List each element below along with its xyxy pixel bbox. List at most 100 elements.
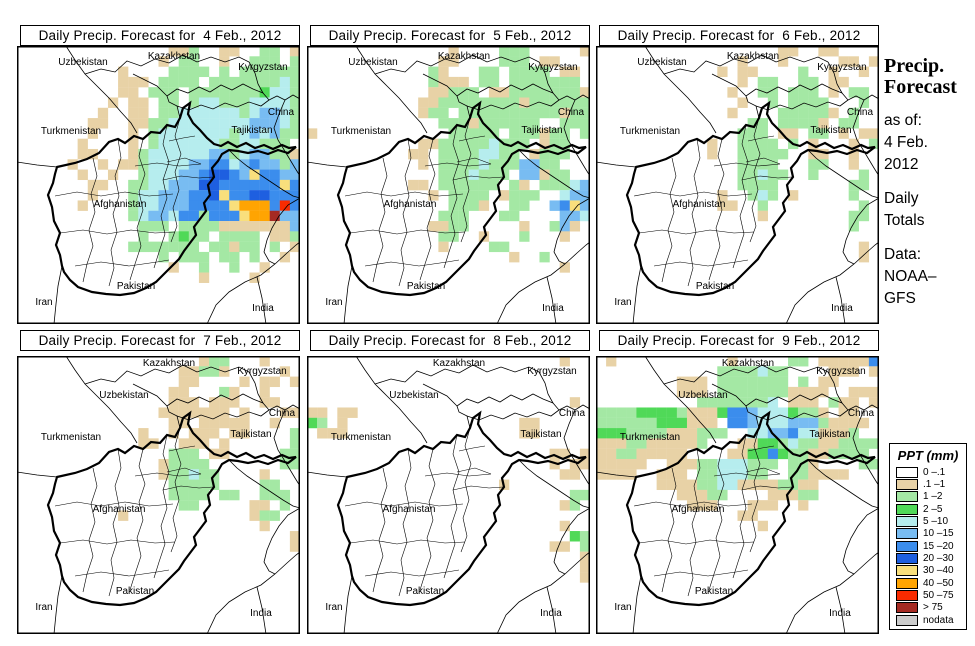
precip-cells (707, 46, 879, 263)
country-labels: Uzbekistan Kazakhstan Kyrgyzstan China Turkm… (614, 51, 873, 314)
panel-title-3: Daily Precip. Forecast for 6 Feb., 2012 (599, 25, 879, 46)
country-labels: Uzbekistan Kazakhstan Kyrgyzstan China Turkm… (325, 358, 585, 619)
country-label-iran: Iran (35, 297, 52, 308)
legend-label: .1 –1 (923, 479, 946, 491)
country-label-pakistan: Pakistan (407, 281, 445, 292)
data-source-line2: GFS (884, 290, 916, 307)
country-label-kazakhstan: Kazakhstan (438, 51, 490, 62)
country-label-china: China (559, 408, 586, 419)
legend-entry: 20 –30 (890, 552, 966, 565)
country-label-turkmenistan: Turkmenistan (331, 126, 391, 137)
map-border (307, 356, 590, 634)
panel-title-2: Daily Precip. Forecast for 5 Feb., 2012 (310, 25, 590, 46)
legend-label: 20 –30 (923, 553, 954, 565)
map-border (596, 46, 879, 324)
country-label-pakistan: Pakistan (696, 281, 734, 292)
country-label-uzbekistan: Uzbekistan (678, 390, 727, 401)
legend-swatch (896, 516, 918, 528)
forecast-map-1: Uzbekistan Kazakhstan Kyrgyzstan China Turkm… (17, 46, 300, 324)
country-label-china: China (268, 107, 295, 118)
data-source-label: Data: (884, 246, 922, 263)
map-border (17, 356, 300, 634)
country-label-kyrgyzstan: Kyrgyzstan (527, 366, 576, 377)
legend-label: 2 –5 (923, 503, 943, 515)
country-label-uzbekistan: Uzbekistan (99, 390, 148, 401)
legend-swatch (896, 602, 918, 614)
legend-swatch (896, 528, 918, 540)
country-label-kazakhstan: Kazakhstan (148, 51, 200, 62)
country-label-india: India (252, 303, 274, 314)
panel-title-4: Daily Precip. Forecast for 7 Feb., 2012 (20, 330, 300, 351)
spacer (884, 176, 974, 188)
legend-label: 15 –20 (923, 540, 954, 552)
panel-title-5: Daily Precip. Forecast for 8 Feb., 2012 (310, 330, 590, 351)
country-label-kyrgyzstan: Kyrgyzstan (816, 366, 865, 377)
legend-swatch (896, 614, 918, 626)
legend-rows: 0 –.1.1 –1 1 –2 2 –5 5 –10 10 –15 15 –20 20 –3… (890, 466, 966, 626)
legend-title: PPT (mm) (897, 448, 959, 463)
country-label-kazakhstan: Kazakhstan (722, 358, 774, 369)
country-label-kazakhstan: Kazakhstan (727, 51, 779, 62)
legend-entry: nodata (890, 614, 966, 626)
legend-entry: 5 –10 (890, 515, 966, 528)
country-label-china: China (848, 408, 875, 419)
map-border (17, 46, 300, 324)
country-label-iran: Iran (325, 297, 342, 308)
panel-title-6: Daily Precip. Forecast for 9 Feb., 2012 (599, 330, 879, 351)
totals-line1: Daily (884, 190, 919, 207)
legend-swatch (896, 491, 918, 503)
legend-label: 0 –.1 (923, 466, 946, 478)
country-label-afghanistan: Afghanistan (673, 199, 726, 210)
country-label-india: India (542, 303, 564, 314)
country-label-kyrgyzstan: Kyrgyzstan (528, 62, 577, 73)
forecast-map-4: Uzbekistan Kazakhstan Kyrgyzstan China Turkm… (17, 356, 300, 634)
data-source-line1: NOAA– (884, 268, 937, 285)
country-label-uzbekistan: Uzbekistan (348, 57, 397, 68)
country-label-afghanistan: Afghanistan (93, 504, 146, 515)
legend-swatch (896, 577, 918, 589)
country-label-tajikistan: Tajikistan (810, 125, 851, 136)
map-border (596, 356, 879, 634)
legend-swatch (896, 540, 918, 552)
country-label-kyrgyzstan: Kyrgyzstan (237, 366, 286, 377)
precip-cells (307, 356, 590, 583)
legend-entry: 30 –40 (890, 565, 966, 577)
forecast-map-2: Uzbekistan Kazakhstan Kyrgyzstan China Turkm… (307, 46, 590, 324)
legend-swatch (896, 503, 918, 515)
legend-swatch (896, 466, 918, 478)
country-label-turkmenistan: Turkmenistan (41, 432, 101, 443)
country-label-kyrgyzstan: Kyrgyzstan (238, 62, 287, 73)
panel-title-1: Daily Precip. Forecast for 4 Feb., 2012 (20, 25, 300, 46)
legend-entry: 1 –2 (890, 491, 966, 503)
as-of-date-line1: 4 Feb. (884, 134, 928, 151)
country-label-uzbekistan: Uzbekistan (58, 57, 107, 68)
country-label-china: China (847, 107, 874, 118)
legend-label: 50 –75 (923, 590, 954, 602)
country-labels: Uzbekistan Kazakhstan Kyrgyzstan China Turkm… (325, 51, 584, 314)
spacer (884, 98, 974, 110)
country-label-tajikistan: Tajikistan (809, 429, 850, 440)
country-label-india: India (829, 608, 851, 619)
legend-entry: 50 –75 (890, 589, 966, 602)
forecast-map-5: Uzbekistan Kazakhstan Kyrgyzstan China Turkm… (307, 356, 590, 634)
country-label-turkmenistan: Turkmenistan (620, 126, 680, 137)
country-label-kazakhstan: Kazakhstan (143, 358, 195, 369)
country-label-turkmenistan: Turkmenistan (331, 432, 391, 443)
legend-entry: 2 –5 (890, 503, 966, 515)
as-of-label: as of: (884, 112, 922, 129)
spacer (884, 232, 974, 244)
country-label-china: China (558, 107, 585, 118)
country-label-iran: Iran (614, 297, 631, 308)
country-label-pakistan: Pakistan (116, 586, 154, 597)
country-label-tajikistan: Tajikistan (521, 125, 562, 136)
country-label-tajikistan: Tajikistan (231, 125, 272, 136)
legend-label: 1 –2 (923, 491, 943, 503)
sidebar: Precip. Forecast as of: 4 Feb. 2012 Dail… (884, 56, 974, 310)
country-label-pakistan: Pakistan (117, 281, 155, 292)
forecast-map-6: Uzbekistan Kazakhstan Kyrgyzstan China Turkm… (596, 356, 879, 634)
country-label-afghanistan: Afghanistan (94, 199, 147, 210)
forecast-map-3: Uzbekistan Kazakhstan Kyrgyzstan China Turkm… (596, 46, 879, 324)
country-label-pakistan: Pakistan (406, 586, 444, 597)
country-label-india: India (831, 303, 853, 314)
country-labels: Uzbekistan Kazakhstan Kyrgyzstan China Turkm… (35, 358, 295, 619)
